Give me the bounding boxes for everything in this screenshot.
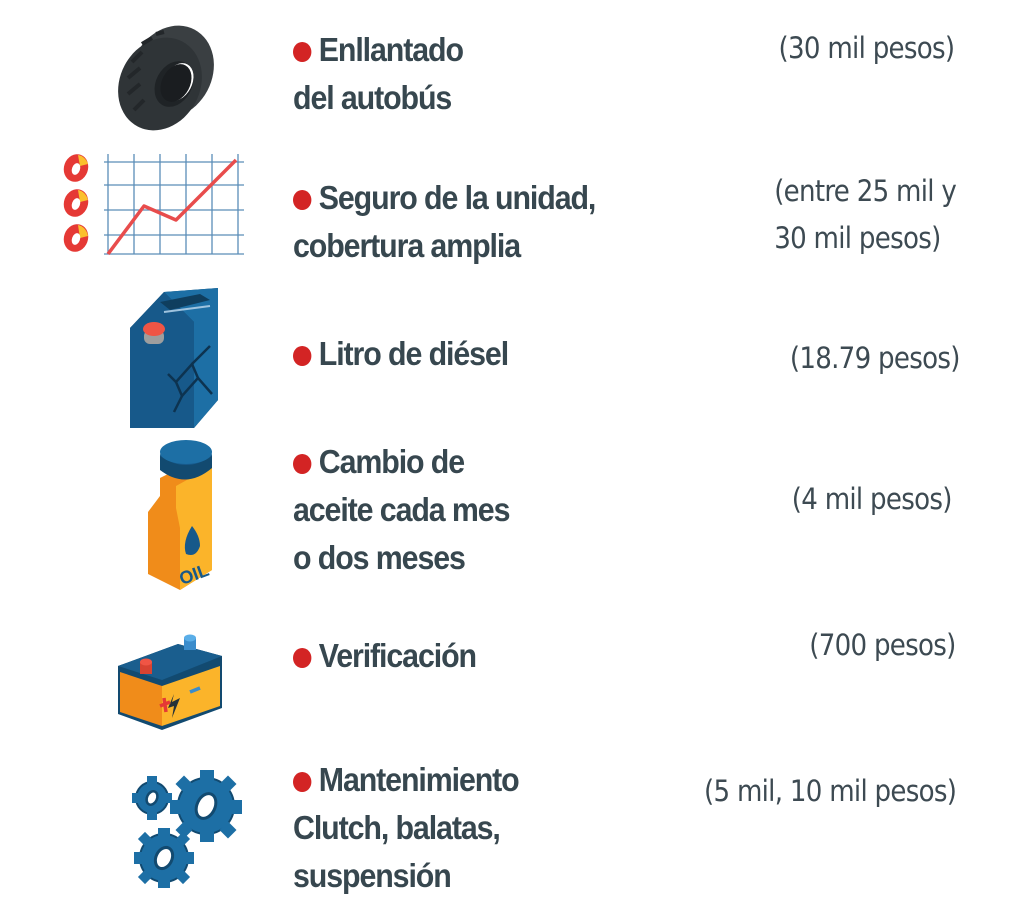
oil-bottle-icon: OIL [148, 440, 212, 590]
item-title: Mantenimiento Clutch, balatas, suspensió… [293, 761, 520, 894]
item-title: Enllantado del autobús [293, 31, 464, 116]
item-title: Seguro de la unidad, cobertura amplia [293, 179, 596, 264]
bullet-icon [293, 772, 312, 792]
item-title: Litro de diésel [293, 330, 509, 378]
bullet-icon [293, 454, 312, 474]
item-price: (700 pesos) [809, 628, 957, 662]
item-price: (4 mil pesos) [792, 482, 953, 516]
item-price: (30 mil pesos) [778, 31, 955, 65]
cost-item-tires: Enllantado del autobús (30 mil pesos) [0, 0, 1024, 140]
bullet-icon [293, 346, 312, 366]
item-price: (18.79 pesos) [790, 341, 961, 375]
line-chart-icon [63, 154, 244, 256]
cost-item-oil-change: OIL Cambio de aceite cada mes o dos mese… [0, 430, 1024, 610]
cost-item-diesel: Litro de diésel (18.79 pesos) [0, 280, 1024, 430]
cost-item-verification: Verificación (700 pesos) [0, 610, 1024, 750]
bullet-icon [293, 648, 312, 668]
tire-icon [118, 25, 214, 131]
item-price: (entre 25 mil y 30 mil pesos) [774, 174, 957, 255]
cost-item-maintenance: Mantenimiento Clutch, balatas, suspensió… [0, 750, 1024, 922]
jerry-can-icon [130, 288, 218, 428]
item-title: Verificación [293, 632, 477, 680]
bullet-icon [293, 190, 312, 210]
gears-icon [132, 770, 242, 888]
bullet-icon [293, 42, 312, 62]
cost-item-insurance: Seguro de la unidad, cobertura amplia (e… [0, 140, 1024, 280]
item-price: (5 mil, 10 mil pesos) [703, 774, 957, 808]
item-title: Cambio de aceite cada mes o dos meses [293, 443, 510, 576]
car-battery-icon [118, 634, 222, 730]
